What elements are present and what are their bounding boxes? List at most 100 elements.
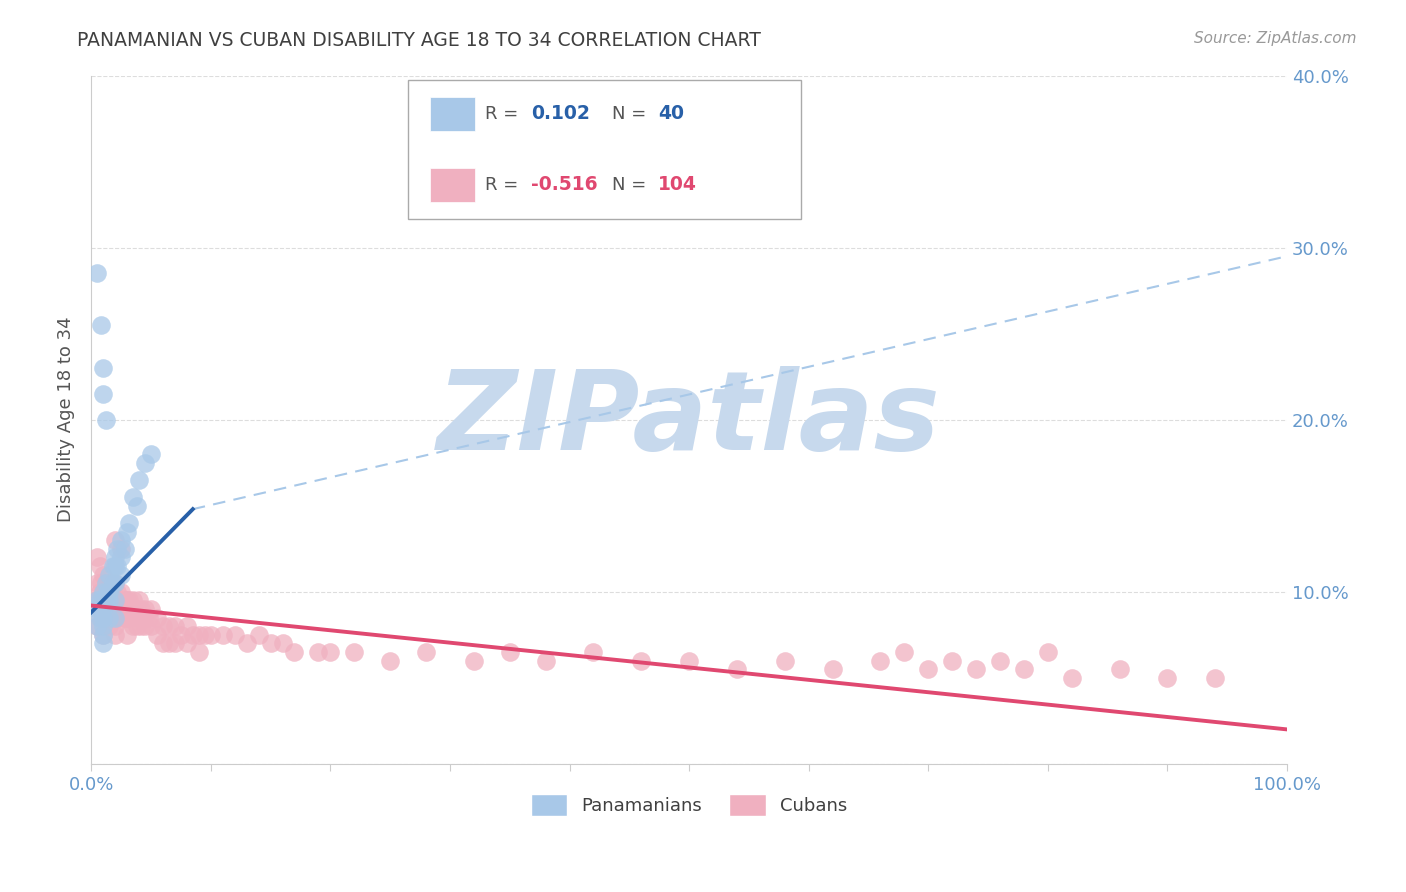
Point [630,654,652,668]
Point [104,593,127,607]
Point [115,524,138,539]
Point [582,645,605,659]
Point [104,533,127,548]
Point [138,610,160,624]
Point [118,593,141,607]
Point [91,610,114,624]
Point [115,610,138,624]
Point [91,584,114,599]
Point [101,576,124,591]
Point [235,636,257,650]
Point [91,361,114,376]
Point [86,619,108,633]
Point [110,541,132,556]
Point [91,636,114,650]
Point [211,628,233,642]
Point [965,662,987,676]
Point [104,602,127,616]
Point [94,412,117,426]
Point [98,593,121,607]
Point [86,593,108,607]
Point [146,610,169,624]
Point [96,602,118,616]
Point [107,593,129,607]
Point [94,576,117,591]
Point [104,558,127,573]
Point [91,602,114,616]
Point [917,662,939,676]
Point [152,636,174,650]
Point [107,541,129,556]
Point [110,567,132,582]
Point [200,628,222,642]
Point [247,628,270,642]
Point [378,654,401,668]
Point [1060,671,1083,685]
Point [463,654,485,668]
Point [114,593,136,607]
Point [187,645,209,659]
Point [91,610,114,624]
Point [101,610,124,624]
Point [725,662,748,676]
Point [98,610,121,624]
Point [157,636,180,650]
Point [181,628,204,642]
Point [110,610,132,624]
Point [176,636,198,650]
Point [91,584,114,599]
Point [89,584,111,599]
Point [107,610,129,624]
Point [90,610,112,624]
Point [534,654,557,668]
Text: ZIPatlas: ZIPatlas [437,367,941,473]
Point [104,576,127,591]
Point [89,602,111,616]
Point [163,619,186,633]
Point [157,619,180,633]
Point [91,602,114,616]
Point [91,628,114,642]
Text: 104: 104 [658,176,697,194]
Point [110,533,132,548]
Point [104,576,127,591]
Text: -0.516: -0.516 [531,176,598,194]
Point [128,593,150,607]
Point [773,654,796,668]
Point [821,662,844,676]
Point [114,610,136,624]
Text: Source: ZipAtlas.com: Source: ZipAtlas.com [1194,31,1357,46]
Point [1156,671,1178,685]
Point [319,645,342,659]
Point [104,619,127,633]
Point [125,499,148,513]
Point [110,602,132,616]
Point [86,550,108,565]
Point [163,636,186,650]
Point [271,636,294,650]
Point [104,610,127,624]
Point [107,584,129,599]
Point [343,645,366,659]
Point [96,584,118,599]
Point [98,602,121,616]
Text: N =: N = [612,105,658,123]
Point [134,602,156,616]
Point [139,619,162,633]
Text: N =: N = [612,176,658,194]
Point [94,593,117,607]
Point [131,619,153,633]
Point [128,610,150,624]
Text: 0.102: 0.102 [531,104,591,123]
Point [499,645,522,659]
Point [187,628,209,642]
Point [98,619,121,633]
Point [988,654,1011,668]
Point [139,447,162,461]
Point [259,636,281,650]
Point [122,593,145,607]
Point [941,654,963,668]
Point [91,567,114,582]
Point [101,584,124,599]
Point [307,645,329,659]
